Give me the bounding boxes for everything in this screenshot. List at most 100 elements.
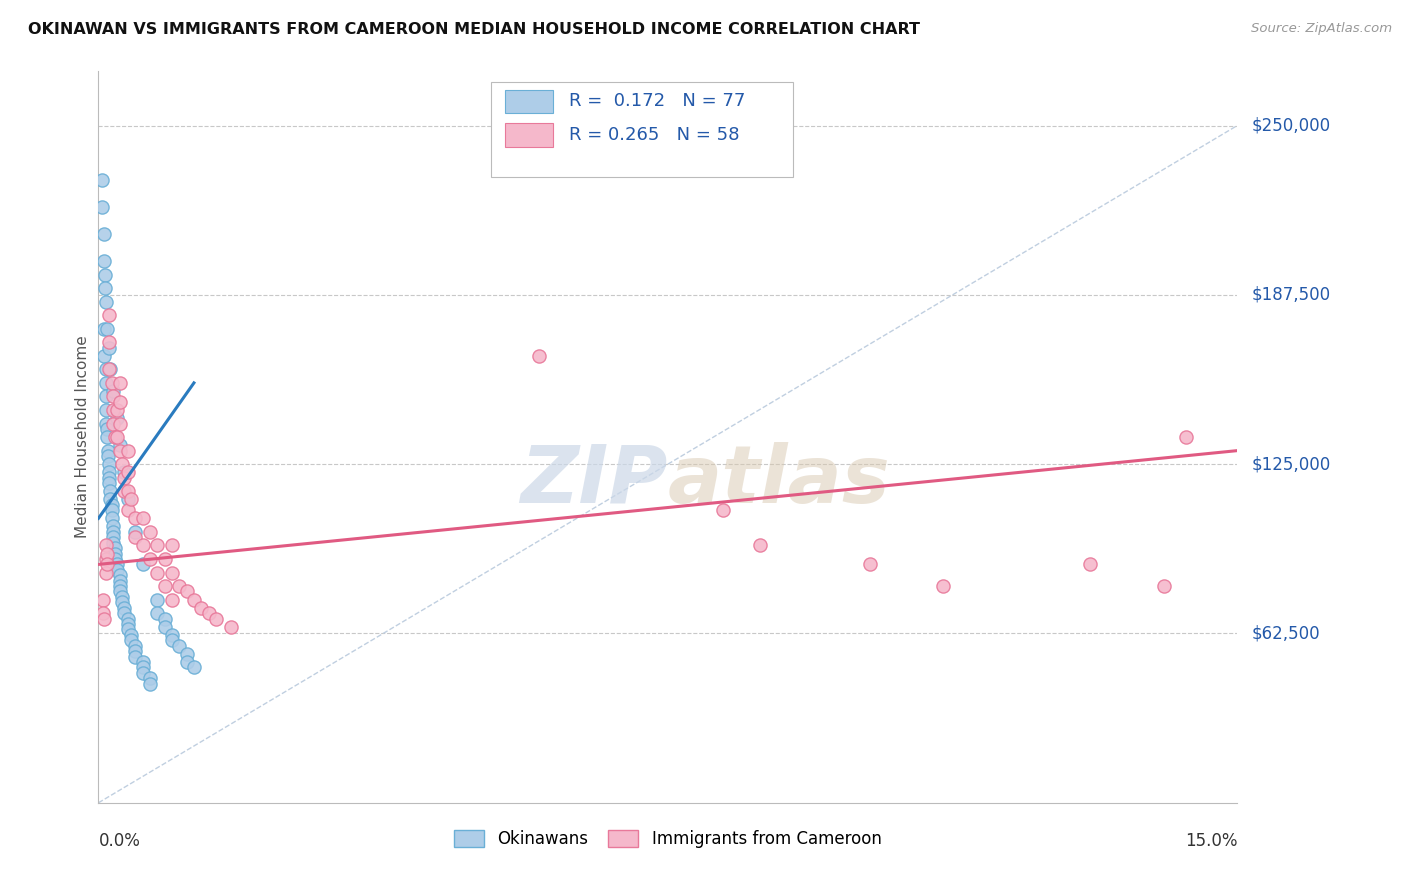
Point <box>205 611 228 625</box>
Point <box>139 524 162 539</box>
Point <box>153 552 176 566</box>
Point <box>96 322 118 336</box>
Y-axis label: Median Household Income: Median Household Income <box>75 335 90 539</box>
Point <box>98 465 121 479</box>
Point <box>124 524 146 539</box>
Point <box>105 430 128 444</box>
Point <box>711 503 734 517</box>
Point <box>101 384 124 398</box>
Point <box>139 676 162 690</box>
Text: 0.0%: 0.0% <box>98 832 141 850</box>
FancyBboxPatch shape <box>491 82 793 178</box>
Point <box>117 503 139 517</box>
Point <box>93 254 115 268</box>
Point <box>103 547 125 561</box>
Point <box>91 200 114 214</box>
Point <box>146 566 169 580</box>
Point <box>111 457 134 471</box>
Point <box>117 611 139 625</box>
Point <box>100 376 122 390</box>
Point <box>94 403 117 417</box>
Point <box>105 558 128 572</box>
Point <box>94 294 117 309</box>
Point <box>153 611 176 625</box>
Point <box>111 595 134 609</box>
Point <box>97 443 120 458</box>
Point <box>100 511 122 525</box>
Point <box>91 592 114 607</box>
Point <box>176 584 198 599</box>
Point <box>124 649 146 664</box>
Point <box>167 639 190 653</box>
Point <box>124 511 146 525</box>
Point <box>112 606 135 620</box>
Point <box>96 558 118 572</box>
Point <box>146 538 169 552</box>
Text: $125,000: $125,000 <box>1251 455 1330 473</box>
Point <box>112 484 135 499</box>
Point <box>529 349 551 363</box>
Point <box>98 492 121 507</box>
Point <box>190 600 212 615</box>
Point <box>110 376 132 390</box>
Point <box>111 590 134 604</box>
Point <box>131 511 153 525</box>
Point <box>176 655 198 669</box>
Point <box>98 457 121 471</box>
Point <box>110 568 132 582</box>
Point <box>97 341 120 355</box>
Point <box>101 403 124 417</box>
Point <box>101 389 124 403</box>
Point <box>160 628 183 642</box>
Point <box>96 430 118 444</box>
Point <box>124 530 146 544</box>
Point <box>105 563 128 577</box>
Text: ZIP: ZIP <box>520 442 668 520</box>
Text: R = 0.265   N = 58: R = 0.265 N = 58 <box>569 126 740 144</box>
Point <box>98 362 121 376</box>
FancyBboxPatch shape <box>505 123 553 146</box>
Text: 15.0%: 15.0% <box>1185 832 1237 850</box>
Point <box>98 335 121 350</box>
Point <box>160 566 183 580</box>
Point <box>748 538 770 552</box>
Point <box>110 574 132 588</box>
Point <box>146 592 169 607</box>
Text: OKINAWAN VS IMMIGRANTS FROM CAMEROON MEDIAN HOUSEHOLD INCOME CORRELATION CHART: OKINAWAN VS IMMIGRANTS FROM CAMEROON MED… <box>28 22 920 37</box>
Point <box>94 362 117 376</box>
Point <box>121 492 143 507</box>
Point <box>124 644 146 658</box>
Point <box>131 655 153 669</box>
Text: atlas: atlas <box>668 442 890 520</box>
Text: R =  0.172   N = 77: R = 0.172 N = 77 <box>569 93 745 111</box>
Point <box>110 579 132 593</box>
Point <box>1174 430 1197 444</box>
Point <box>103 430 125 444</box>
Point <box>101 535 124 549</box>
Point <box>110 584 132 599</box>
Point <box>103 541 125 556</box>
Point <box>117 617 139 632</box>
Point <box>110 443 132 458</box>
Point <box>117 623 139 637</box>
Point <box>112 465 135 479</box>
Point <box>131 538 153 552</box>
Point <box>160 592 183 607</box>
Point <box>91 172 114 186</box>
Point <box>105 411 128 425</box>
Text: $250,000: $250,000 <box>1251 117 1330 135</box>
Point <box>112 471 135 485</box>
Point <box>98 362 121 376</box>
Point <box>112 600 135 615</box>
Point <box>98 476 121 491</box>
Point <box>94 538 117 552</box>
Point <box>932 579 955 593</box>
Point <box>139 671 162 685</box>
Point <box>96 422 118 436</box>
Point <box>94 552 117 566</box>
Point <box>94 268 117 282</box>
Point <box>93 322 115 336</box>
Text: Source: ZipAtlas.com: Source: ZipAtlas.com <box>1251 22 1392 36</box>
Point <box>101 519 124 533</box>
Point <box>183 660 205 674</box>
